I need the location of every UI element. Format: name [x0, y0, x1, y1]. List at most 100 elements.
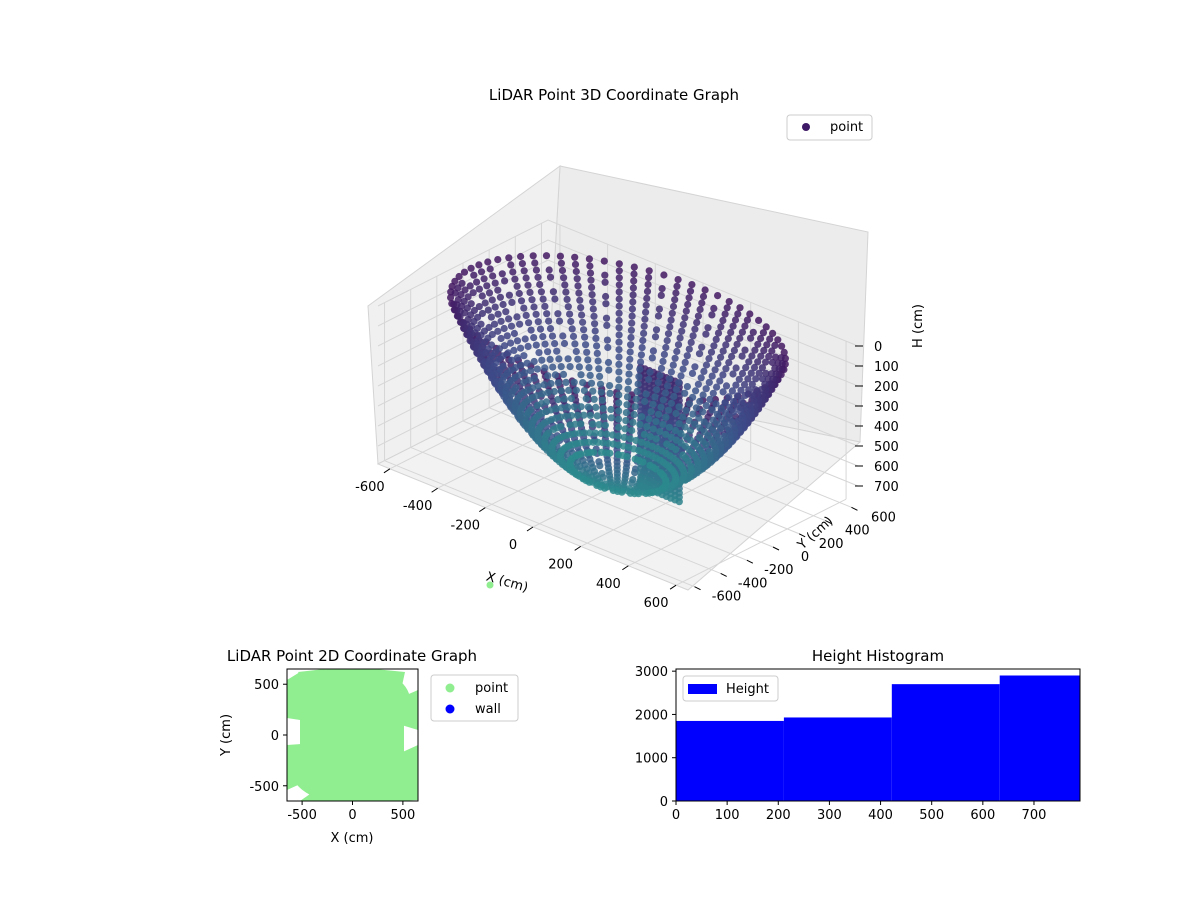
cloud-point: [649, 400, 657, 408]
cloud-point: [722, 382, 731, 390]
cloud-point: [762, 323, 770, 331]
cloud-point: [571, 253, 579, 261]
legend-2d: point wall: [430, 674, 519, 722]
cloud-point: [587, 276, 595, 284]
cloud-point: [571, 420, 579, 428]
cloud-point: [722, 341, 730, 349]
cloud-point: [488, 296, 496, 304]
cloud-point: [540, 381, 548, 389]
x-tick-label-3d: 600: [644, 596, 669, 611]
y-tick-label-3d: -200: [764, 563, 794, 578]
cloud-point: [547, 379, 555, 388]
cloud-point: [630, 263, 638, 271]
cloud-point: [641, 315, 649, 323]
y-tick-label-2d: -500: [249, 780, 279, 795]
cloud-point: [487, 313, 495, 321]
cloud-point: [625, 363, 634, 371]
cloud-point: [771, 341, 779, 349]
hist-x-tick-label: 500: [919, 808, 944, 823]
cloud-point: [719, 316, 727, 325]
y-tick-label-3d: -600: [712, 590, 742, 605]
cloud-point: [665, 406, 673, 414]
cloud-point: [475, 285, 483, 293]
cloud-point: [699, 292, 708, 301]
cloud-point: [618, 488, 626, 496]
cloud-point: [630, 270, 638, 278]
cloud-point: [646, 368, 654, 376]
z-tick-label-3d: 300: [874, 400, 899, 415]
cloud-point: [635, 373, 643, 381]
cloud-point: [734, 417, 742, 425]
cloud-point: [543, 310, 551, 318]
cloud-point: [648, 489, 657, 497]
cloud-point: [584, 403, 592, 411]
cloud-point: [766, 335, 774, 343]
cloud-point: [509, 268, 517, 276]
cloud-point: [477, 268, 486, 276]
cloud-point: [629, 291, 637, 299]
cloud-point: [586, 262, 594, 270]
x-tick-label-2d: 0: [348, 808, 356, 823]
cloud-point: [534, 318, 542, 326]
cloud-point: [557, 387, 565, 395]
cloud-point: [672, 436, 681, 444]
cloud-point: [586, 371, 594, 379]
cloud-point: [542, 398, 551, 406]
hist-x-tick-label: 300: [817, 808, 842, 823]
cloud-point: [641, 397, 649, 406]
cloud-point: [557, 363, 565, 371]
hist-x-tick-label: 600: [970, 808, 995, 823]
cloud-point: [657, 364, 666, 372]
cloud-point: [526, 288, 534, 296]
cloud-point: [552, 405, 560, 413]
x-tick-label-3d: -200: [451, 519, 481, 534]
cloud-point: [530, 303, 538, 311]
cloud-point: [529, 384, 537, 392]
histogram-bar: [891, 684, 1000, 801]
cloud-point: [485, 289, 494, 297]
cloud-point: [513, 282, 521, 290]
cloud-point: [657, 291, 665, 299]
cloud-point: [695, 434, 704, 442]
cloud-point: [505, 254, 513, 262]
cloud-point: [525, 319, 533, 327]
cloud-point: [674, 341, 683, 349]
cloud-point: [655, 410, 663, 418]
cloud-point: [615, 302, 623, 310]
cloud-point: [475, 303, 483, 311]
cloud-point: [679, 365, 687, 373]
cloud-point: [748, 352, 756, 360]
cloud-point: [563, 295, 571, 303]
cloud-point: [694, 380, 703, 388]
cloud-point: [628, 479, 636, 487]
cloud-point: [745, 358, 753, 366]
cloud-point: [637, 351, 646, 359]
cloud-point: [558, 266, 567, 275]
z-tick-label-3d: 600: [874, 460, 899, 475]
cloud-point: [672, 409, 680, 418]
cloud-point: [713, 383, 721, 391]
legend-3d: point: [786, 114, 873, 141]
cloud-point: [486, 265, 494, 273]
y-tick-label-3d: -400: [738, 576, 768, 591]
cloud-point: [670, 392, 678, 400]
cloud-point: [501, 277, 509, 285]
cloud-point: [672, 385, 681, 394]
cloud-point: [614, 432, 623, 440]
cloud-point: [467, 264, 475, 272]
cloud-point: [548, 332, 557, 340]
cloud-point: [744, 375, 752, 383]
cloud-point: [494, 310, 502, 318]
cloud-point: [544, 389, 552, 397]
cloud-point: [527, 367, 535, 375]
cloud-point: [721, 432, 729, 440]
cloud-point: [589, 298, 597, 306]
cloud-point: [579, 475, 587, 483]
cloud-point: [660, 271, 668, 279]
cloud-point: [521, 369, 529, 377]
cloud-point: [671, 426, 680, 434]
cloud-point: [505, 291, 513, 299]
cloud-point: [603, 321, 611, 329]
cloud-point: [532, 341, 540, 349]
